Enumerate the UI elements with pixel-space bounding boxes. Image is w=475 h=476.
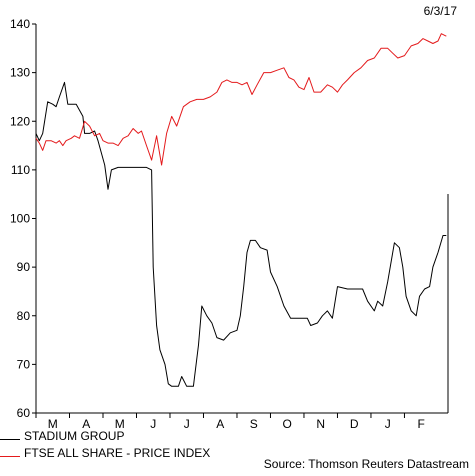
line-chart: 60 70 80 90 100 110 120 130 140 M A M J J A S O N D J F	[10, 17, 449, 430]
y-tick-label: 60	[17, 406, 31, 420]
x-tick-label: J	[385, 417, 391, 430]
legend-label-ftse-all-share: FTSE ALL SHARE - PRICE INDEX	[24, 445, 211, 460]
legend-swatch-ftse-all-share	[0, 456, 20, 457]
y-tick-label: 140	[10, 17, 30, 31]
chart-axes	[35, 24, 449, 414]
y-axis-ticks: 60 70 80 90 100 110 120 130 140	[10, 17, 36, 420]
x-tick-label: N	[316, 417, 325, 430]
series-line-ftse-all-share	[35, 33, 447, 166]
x-tick-label: J	[184, 417, 190, 430]
x-tick-label: F	[418, 417, 425, 430]
legend-item-stadium-group: STADIUM GROUP	[0, 427, 210, 444]
x-tick-label: A	[216, 417, 224, 430]
y-tick-label: 90	[17, 260, 31, 274]
y-tick-label: 100	[10, 212, 30, 226]
x-tick-label: O	[283, 417, 292, 430]
date-label: 6/3/17	[423, 4, 457, 18]
legend-item-ftse-all-share: FTSE ALL SHARE - PRICE INDEX	[0, 444, 210, 461]
x-tick-label: J	[150, 417, 156, 430]
x-tick-label: D	[350, 417, 359, 430]
legend-label-stadium-group: STADIUM GROUP	[24, 428, 125, 443]
y-tick-label: 70	[17, 357, 31, 371]
legend: STADIUM GROUP FTSE ALL SHARE - PRICE IND…	[0, 427, 210, 461]
legend-swatch-stadium-group	[0, 439, 20, 440]
x-tick-label: M	[115, 417, 125, 430]
y-tick-label: 130	[10, 66, 30, 80]
source-label: Source: Thomson Reuters Datastream	[263, 457, 469, 471]
y-tick-label: 110	[11, 163, 30, 177]
x-tick-label: A	[82, 417, 90, 430]
series-layer	[35, 33, 447, 387]
x-tick-label: S	[250, 417, 258, 430]
y-tick-label: 80	[17, 309, 31, 323]
x-tick-label: M	[48, 417, 58, 430]
y-tick-label: 120	[10, 114, 30, 128]
series-line-stadium-group	[35, 81, 447, 387]
